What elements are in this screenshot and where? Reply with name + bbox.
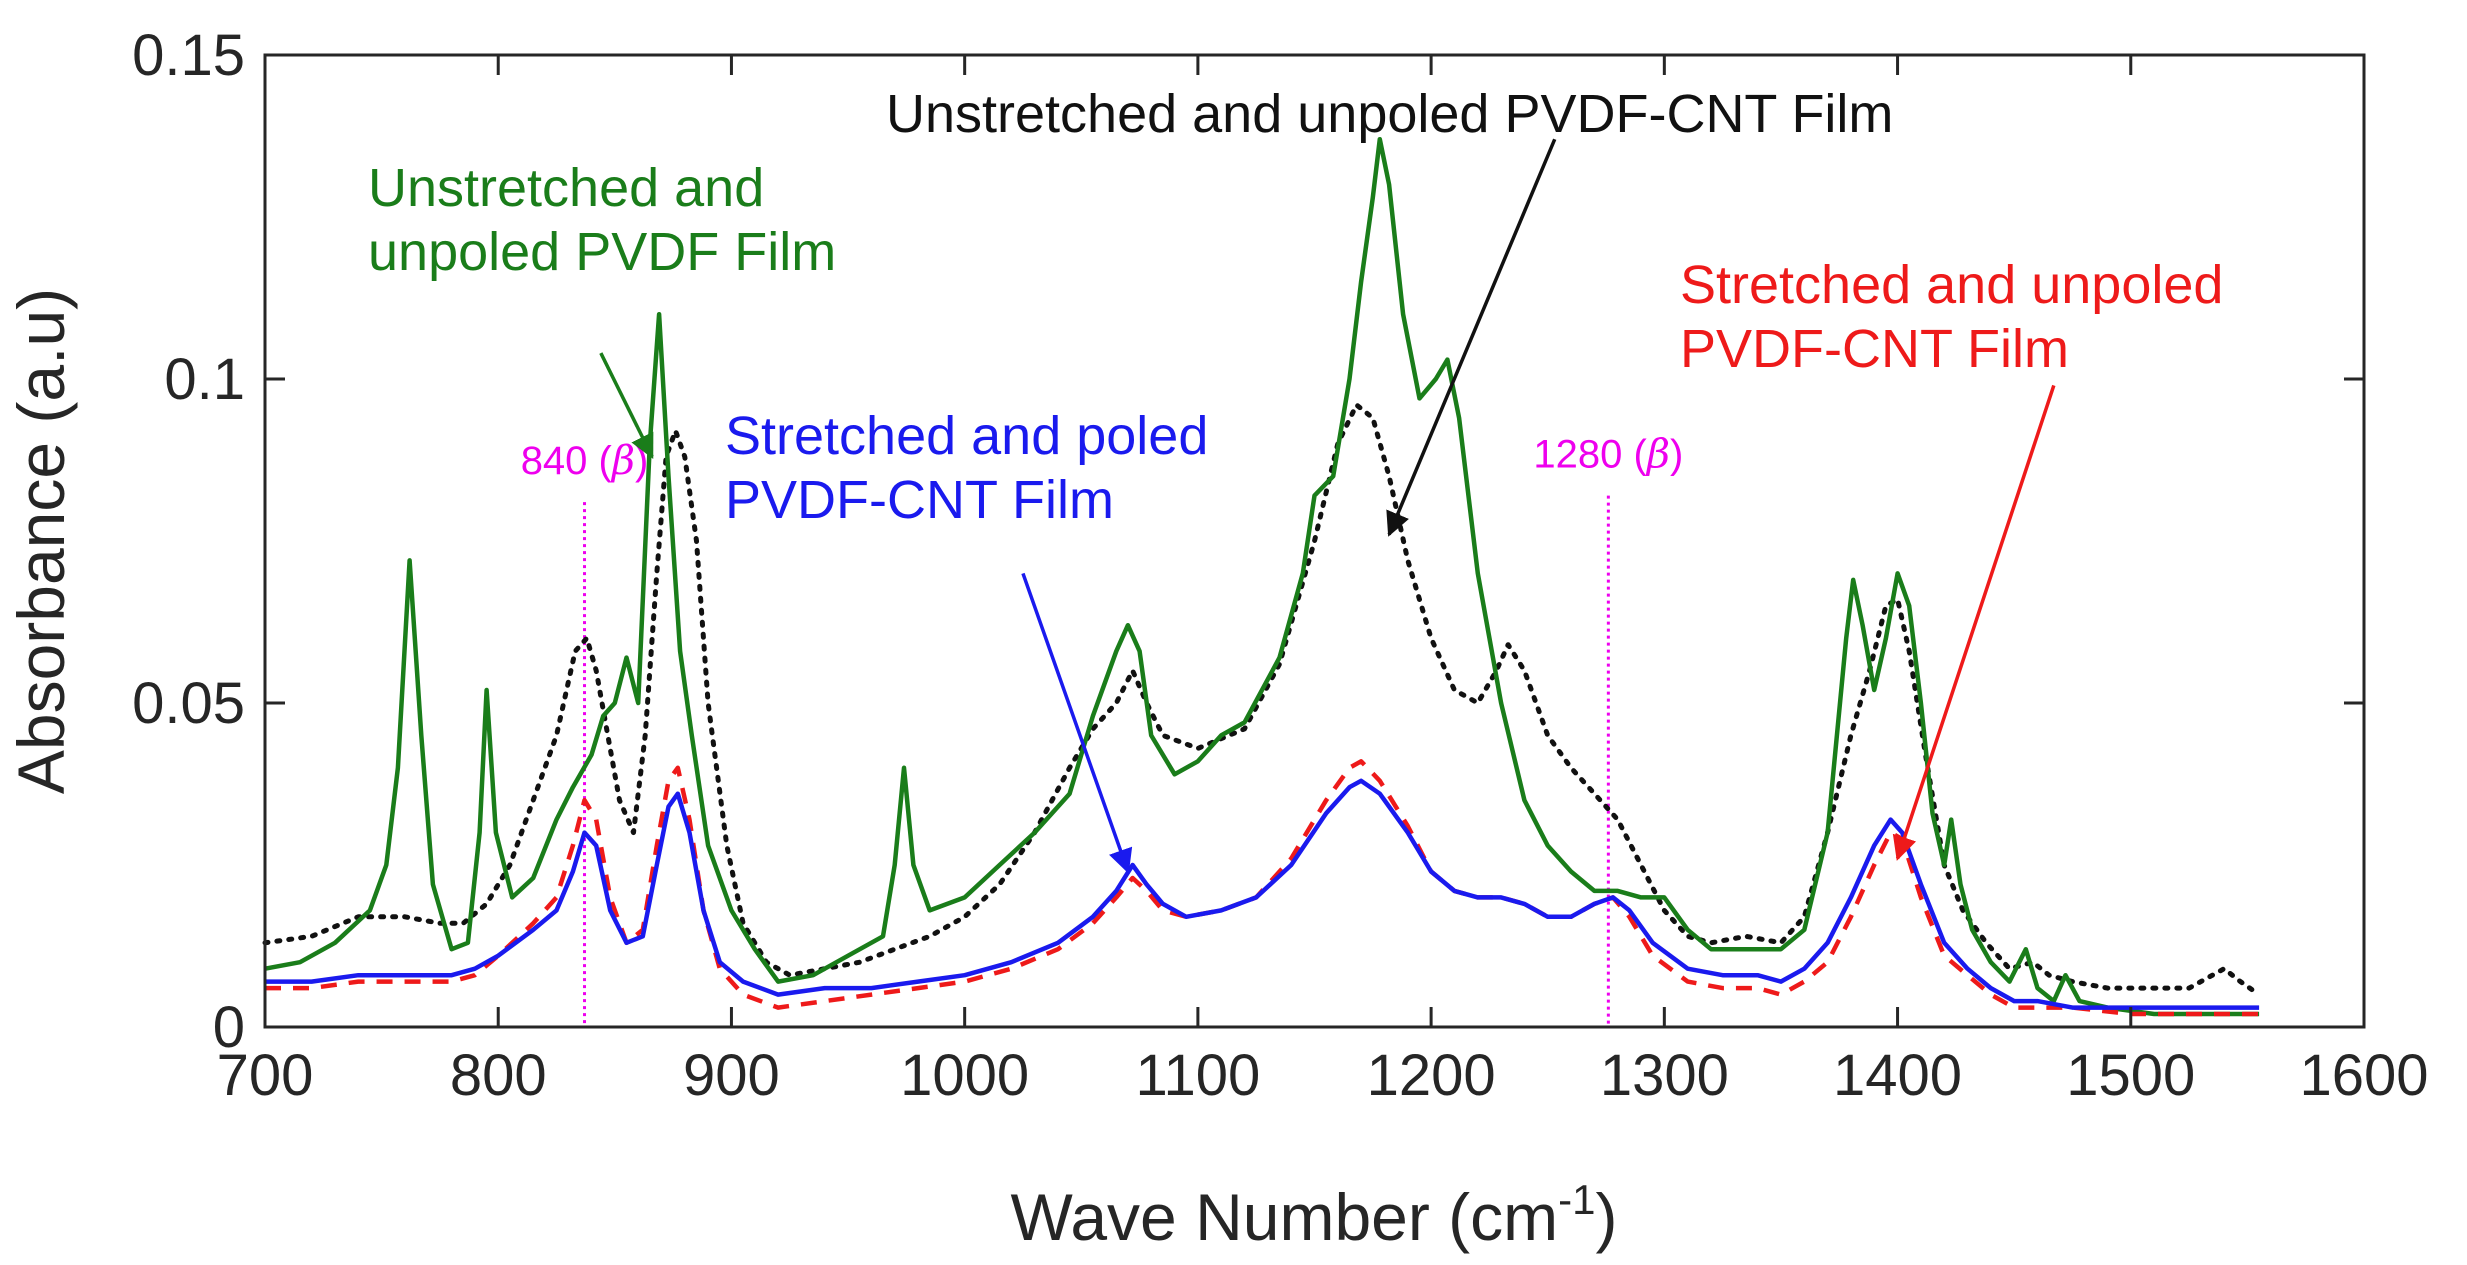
annotation-text: Unstretched and unpoled PVDF-CNT Film bbox=[886, 84, 1893, 144]
x-tick-label: 800 bbox=[450, 1043, 547, 1108]
x-tick-label: 1300 bbox=[1600, 1043, 1729, 1108]
x-axis-label-suffix: ) bbox=[1596, 1180, 1618, 1254]
series-line bbox=[262, 402, 2262, 998]
annotation-text: Stretched and poled bbox=[725, 406, 1208, 466]
x-tick-label: 1000 bbox=[900, 1043, 1029, 1108]
annotation-arrow bbox=[599, 352, 654, 459]
x-tick-label: 700 bbox=[217, 1043, 314, 1108]
annotation-text: unpoled PVDF Film bbox=[368, 222, 836, 282]
y-axis-label: Absorbance (a.u) bbox=[4, 288, 78, 794]
y-tick-label: 0.1 bbox=[164, 347, 245, 412]
annotation-arrow bbox=[1386, 138, 1557, 537]
annotation-text: Stretched and unpoled bbox=[1680, 255, 2223, 315]
y-tick-label: 0 bbox=[213, 995, 245, 1060]
series-layer bbox=[262, 136, 2262, 1017]
annotation-arrow bbox=[1021, 572, 1133, 874]
annotation-text: PVDF-CNT Film bbox=[725, 470, 1114, 530]
x-tick-label: 1200 bbox=[1367, 1043, 1496, 1108]
x-tick-label: 1400 bbox=[1833, 1043, 1962, 1108]
annotation-arrow bbox=[1892, 384, 2056, 861]
series-line bbox=[264, 136, 2260, 1017]
tick-labels: 700 800 900 1000 1100 1200 1300 1400 1500 1600 0 0.… bbox=[132, 23, 2428, 1108]
plot-frame bbox=[263, 53, 2366, 1029]
x-axis-label: Wave Number (cm-1) bbox=[1011, 1176, 1618, 1254]
x-axis-label-main: Wave Number (cm bbox=[1011, 1180, 1559, 1254]
x-tick-label: 1600 bbox=[2299, 1043, 2428, 1108]
annotation-text: Unstretched and bbox=[368, 158, 764, 218]
annotation-text: PVDF-CNT Film bbox=[1680, 319, 2069, 379]
x-tick-label: 1500 bbox=[2066, 1043, 2195, 1108]
reference-line-label: 840 (β) bbox=[521, 438, 649, 484]
series-line bbox=[265, 759, 2260, 1017]
series-line bbox=[265, 778, 2260, 1010]
x-tick-label: 1100 bbox=[1136, 1043, 1261, 1108]
reference-line-label: 1280 (β) bbox=[1533, 432, 1683, 478]
y-tick-label: 0.05 bbox=[132, 671, 245, 736]
ticks bbox=[263, 53, 2366, 1029]
reference-lines: 840 (β) 1280 (β) bbox=[521, 432, 1683, 1027]
x-tick-label: 900 bbox=[683, 1043, 780, 1108]
y-tick-label: 0.15 bbox=[132, 23, 245, 88]
x-axis-label-superscript: -1 bbox=[1558, 1176, 1595, 1223]
